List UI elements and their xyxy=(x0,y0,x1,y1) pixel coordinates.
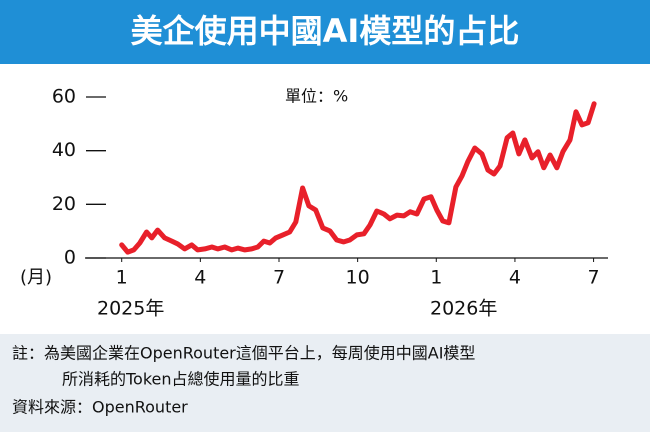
x-tick-label: 7 xyxy=(273,267,285,289)
note: 所消耗的Token占總使用量的比重 xyxy=(62,370,300,389)
note-background xyxy=(0,334,650,432)
y-tick-label: 0 xyxy=(64,247,76,269)
y-tick-label: 60 xyxy=(52,86,76,108)
line xyxy=(119,101,597,255)
x-tick-label: 7 xyxy=(588,267,600,289)
x-tick-label: 1 xyxy=(430,267,442,289)
title-banner xyxy=(0,0,650,64)
x-tick-label: 1 xyxy=(116,267,128,289)
chart-title: 美企使用中國AI模型的占比 xyxy=(131,12,520,50)
x-unit-label: (月) xyxy=(20,267,52,288)
note: 註：為美國企業在OpenRouter這個平台上，每周使用中國AI模型 xyxy=(12,344,475,363)
y-tick-label: 40 xyxy=(52,139,76,161)
x-tick-label: 10 xyxy=(346,267,370,289)
x-tick-label: 4 xyxy=(509,267,521,289)
source: 資料來源：OpenRouter xyxy=(12,398,188,417)
year-label: 2025年 xyxy=(97,298,164,320)
year-label: 2026年 xyxy=(430,298,497,320)
y-tick-label: 20 xyxy=(52,193,76,215)
unit-label: 單位：% xyxy=(285,87,348,106)
x-tick-label: 4 xyxy=(194,267,206,289)
